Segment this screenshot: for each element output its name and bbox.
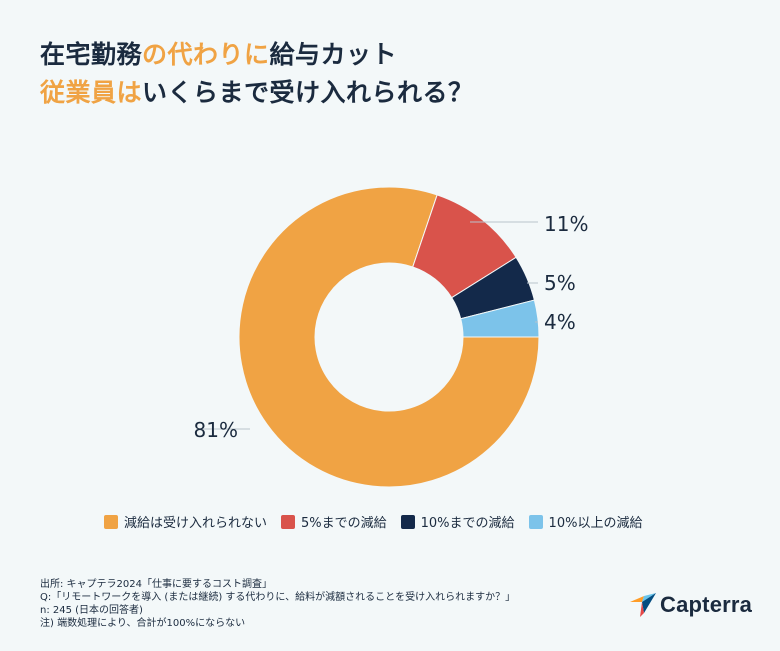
legend-swatch-0 [104, 514, 118, 529]
title-line-2: 従業員はいくらまで受け入れられる？ [40, 74, 474, 112]
footnotes: 出所: キャプテラ2024「仕事に要するコスト調査」 Q:「リモートワークを導入… [40, 578, 515, 630]
legend-item-2: 10%までの減給 [400, 512, 515, 531]
data-label-0: 81% [194, 418, 238, 442]
legend-item-0: 減給は受け入れられない [104, 512, 267, 531]
legend-item-1: 5%までの減給 [281, 512, 387, 531]
legend-swatch-2 [400, 514, 415, 529]
capterra-logo: Capterra [630, 592, 752, 618]
title-line-1: 在宅勤務の代わりに給与カット [40, 36, 474, 74]
chart-title: 在宅勤務の代わりに給与カット 従業員はいくらまで受け入れられる？ [40, 36, 474, 112]
legend-swatch-1 [281, 514, 296, 529]
legend-label-2: 10%までの減給 [420, 516, 515, 531]
rounding-note: 注) 端数処理により、合計が100%にならない [40, 618, 246, 629]
legend-label-1: 5%までの減給 [301, 516, 387, 531]
survey-question: Q:「リモートワークを導入 (または継続) する代わりに、給料が減額されることを… [40, 592, 516, 603]
data-label-3: 4% [544, 310, 576, 334]
title-line-2-segment-0: 従業員は [40, 78, 143, 107]
sample-size: n: 245 (日本の回答者) [40, 605, 143, 616]
logo-text: Capterra [660, 592, 753, 617]
data-label-2: 5% [544, 271, 576, 295]
title-line-1-segment-1: の代わりに [142, 40, 270, 69]
legend-label-0: 減給は受け入れられない [124, 516, 268, 531]
legend-label-3: 10%以上の減給 [548, 516, 643, 531]
legend-item-3: 10%以上の減給 [528, 512, 643, 531]
donut-chart: 81% 11% 5% 4% [194, 186, 588, 488]
donut-slice-0 [238, 186, 540, 488]
legend-swatch-3 [528, 514, 543, 529]
donut-slice-3 [460, 299, 540, 338]
title-line-1-segment-0: 在宅勤務 [40, 40, 143, 69]
data-label-1: 11% [544, 212, 588, 236]
title-line-1-segment-2: 給与カット [269, 40, 398, 69]
capterra-arrow-icon [630, 593, 656, 617]
chart-legend: 減給は受け入れられない 5%までの減給 10%までの減給 10%以上の減給 [104, 512, 656, 531]
title-line-2-segment-1: いくらまで受け入れられる？ [142, 78, 474, 107]
source-note: 出所: キャプテラ2024「仕事に要するコスト調査」 [40, 579, 272, 590]
